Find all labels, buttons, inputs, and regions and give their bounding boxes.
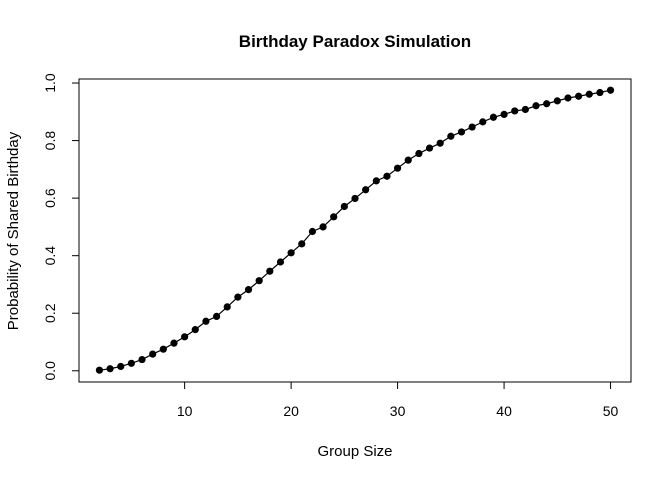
data-point [212,312,221,320]
y-axis-label: Probability of Shared Birthday [5,131,22,330]
data-point [319,223,327,231]
data-point [170,339,178,347]
data-point [383,172,391,180]
data-point [575,92,583,100]
x-tick-label: 30 [390,403,406,419]
data-point [202,317,210,325]
data-point [564,94,572,102]
data-point [362,186,370,194]
data-point [606,86,615,94]
data-series [95,86,615,374]
data-point [149,350,157,358]
data-point [425,144,434,152]
data-point [298,240,306,248]
data-point [468,123,476,131]
y-tick-label: 0.8 [42,131,58,151]
y-axis: 0.0 0.2 0.4 0.6 0.8 1.0 [42,73,80,381]
data-point [266,267,274,275]
data-point [287,249,295,257]
data-point [276,258,285,266]
x-tick-label: 50 [603,403,619,419]
data-point [553,97,561,105]
x-tick-label: 10 [177,403,193,419]
data-point [181,333,189,341]
data-point [106,365,114,373]
data-point [372,177,380,185]
data-point [415,149,423,158]
series-line [99,89,611,371]
data-point [521,105,529,114]
data-point [234,293,242,301]
data-point [500,110,508,118]
data-point [255,277,263,285]
data-point [340,202,348,211]
data-point [479,118,487,126]
data-point [457,128,466,136]
plot-frame [78,78,632,383]
data-point [127,359,135,367]
data-point [138,355,146,364]
data-point [393,164,402,172]
data-point [585,90,593,98]
data-point [351,194,359,203]
data-point [532,102,540,110]
data-point [330,213,338,221]
data-point [447,132,455,140]
data-point [436,139,444,147]
data-point [404,156,412,164]
data-point [223,303,231,311]
data-point [191,326,199,334]
y-tick-label: 0.4 [42,246,58,266]
chart-title: Birthday Paradox Simulation [239,32,471,51]
data-point [596,88,604,97]
y-tick-label: 0.0 [42,361,58,381]
x-axis: 10 20 30 40 50 [177,381,619,419]
data-point [244,286,253,294]
y-tick-label: 0.6 [42,188,58,208]
data-point [159,345,167,353]
data-point [543,100,551,108]
x-axis-label: Group Size [317,443,392,460]
y-tick-label: 0.2 [42,303,58,323]
data-point [117,362,125,371]
y-tick-label: 1.0 [42,73,58,93]
data-point [95,366,104,374]
data-point [308,227,317,236]
x-tick-label: 20 [283,403,299,419]
x-tick-label: 40 [496,403,512,419]
data-point [489,113,498,121]
data-point [511,107,519,115]
